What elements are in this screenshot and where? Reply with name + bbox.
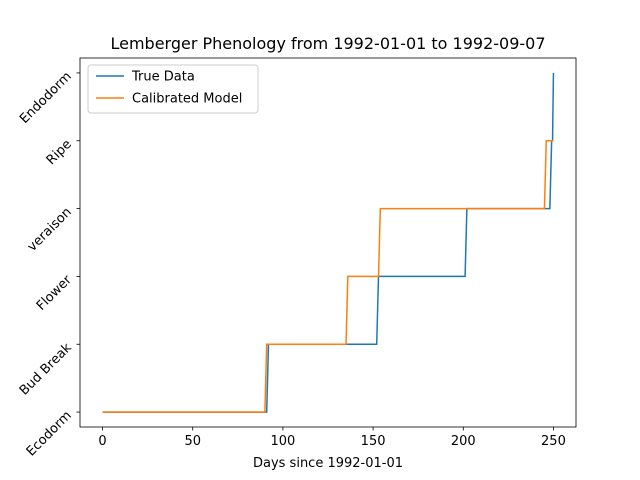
series-line-calibrated-model <box>102 140 554 413</box>
x-tick-label: 100 <box>270 434 295 449</box>
legend-label-calibrated-model: Calibrated Model <box>132 92 242 107</box>
legend-label-true-data: True Data <box>131 70 195 85</box>
chart-title: Lemberger Phenology from 1992-01-01 to 1… <box>110 34 545 53</box>
legend-box <box>87 64 259 114</box>
legend: True Data Calibrated Model <box>87 64 259 114</box>
x-tick-label: 250 <box>541 434 566 449</box>
x-tick-label: 200 <box>451 434 476 449</box>
axes-frame <box>79 57 577 428</box>
x-tick-label: 150 <box>361 434 386 449</box>
x-axis-label: Days since 1992-01-01 <box>253 456 403 471</box>
x-tick-label: 0 <box>98 434 106 449</box>
plot-area <box>102 72 555 413</box>
x-tick-label: 50 <box>184 434 201 449</box>
